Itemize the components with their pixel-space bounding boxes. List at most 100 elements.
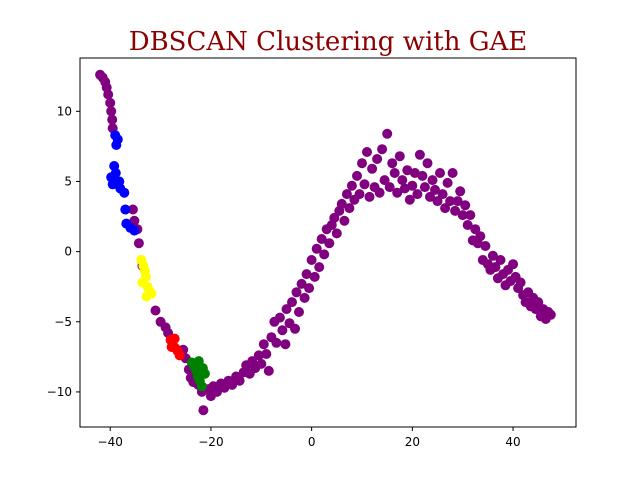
data-point-series-0-43 bbox=[258, 339, 269, 350]
data-point-series-0-50 bbox=[277, 325, 288, 336]
data-point-series-0-75 bbox=[339, 215, 350, 226]
data-point-series-0-72 bbox=[331, 228, 342, 239]
data-point-series-0-102 bbox=[407, 180, 418, 191]
data-point-series-0-62 bbox=[306, 255, 317, 265]
data-point-series-0-61 bbox=[304, 283, 315, 294]
data-point-series-0-14 bbox=[150, 305, 161, 316]
data-point-series-0-4 bbox=[103, 89, 114, 100]
data-point-series-0-44 bbox=[261, 349, 272, 359]
data-point-series-0-12 bbox=[133, 238, 144, 249]
data-point-series-1-2 bbox=[112, 134, 123, 145]
data-point-series-0-6 bbox=[106, 106, 117, 117]
data-point-series-0-66 bbox=[316, 234, 327, 244]
data-point-series-0-74 bbox=[336, 198, 347, 209]
data-point-series-0-55 bbox=[290, 323, 300, 334]
data-point-series-0-51 bbox=[280, 339, 291, 350]
data-point-series-0-69 bbox=[324, 238, 335, 249]
data-point-series-0-49 bbox=[274, 312, 285, 323]
data-point-series-0-64 bbox=[311, 243, 322, 254]
data-point-series-0-112 bbox=[432, 196, 443, 207]
y-tick-label: −5 bbox=[54, 315, 72, 329]
data-point-series-1-10 bbox=[120, 204, 131, 215]
data-point-series-0-45 bbox=[263, 365, 274, 376]
data-point-series-0-80 bbox=[352, 170, 362, 181]
data-point-series-0-137 bbox=[495, 255, 506, 265]
data-point-series-0-56 bbox=[291, 287, 302, 298]
plot-frame bbox=[79, 57, 577, 428]
data-point-series-0-67 bbox=[319, 249, 330, 260]
data-point-series-0-58 bbox=[296, 278, 307, 289]
data-point-series-0-95 bbox=[389, 168, 400, 178]
data-point-series-0-89 bbox=[374, 187, 385, 198]
data-point-series-0-115 bbox=[440, 203, 451, 214]
data-point-series-0-113 bbox=[435, 168, 445, 178]
data-point-series-0-121 bbox=[455, 186, 466, 197]
data-point-series-0-124 bbox=[462, 220, 473, 230]
data-point-series-0-157 bbox=[545, 309, 556, 320]
data-point-series-0-91 bbox=[379, 175, 390, 186]
data-point-series-0-57 bbox=[294, 307, 304, 317]
data-point-series-2-8 bbox=[146, 288, 157, 299]
data-point-series-0-116 bbox=[442, 177, 453, 188]
data-point-series-0-78 bbox=[346, 180, 357, 191]
data-point-series-0-54 bbox=[287, 297, 297, 308]
data-point-series-0-131 bbox=[480, 241, 491, 251]
x-axis: −40 −20 0 20 40 bbox=[98, 427, 521, 449]
data-point-series-0-117 bbox=[445, 196, 456, 207]
data-point-series-0-52 bbox=[281, 304, 292, 315]
x-tick-label: −20 bbox=[198, 435, 223, 449]
data-point-series-0-135 bbox=[490, 262, 501, 273]
y-tick-label: −10 bbox=[47, 385, 72, 399]
data-point-series-0-5 bbox=[105, 97, 116, 108]
data-point-series-0-110 bbox=[427, 175, 438, 186]
data-point-series-0-59 bbox=[299, 292, 310, 303]
chart-title: DBSCAN Clustering with GAE bbox=[129, 27, 528, 57]
data-point-series-0-100 bbox=[402, 165, 413, 176]
data-point-series-0-60 bbox=[301, 269, 312, 280]
x-tick-label: 40 bbox=[505, 435, 520, 449]
y-tick-label: 0 bbox=[64, 245, 72, 259]
data-point-series-0-88 bbox=[372, 154, 383, 164]
data-point-series-0-134 bbox=[487, 250, 498, 261]
data-point-series-0-86 bbox=[367, 163, 378, 174]
data-point-series-4-5 bbox=[196, 381, 207, 392]
data-point-series-0-103 bbox=[409, 168, 420, 178]
data-point-series-0-85 bbox=[364, 191, 375, 202]
data-point-series-0-76 bbox=[341, 189, 352, 200]
points-layer bbox=[95, 69, 556, 416]
data-point-series-0-106 bbox=[417, 170, 428, 181]
data-point-series-0-129 bbox=[475, 231, 486, 242]
data-point-series-0-71 bbox=[329, 212, 340, 223]
data-point-series-0-118 bbox=[447, 168, 458, 178]
data-point-series-0-122 bbox=[457, 210, 468, 221]
data-point-series-0-108 bbox=[422, 158, 433, 169]
data-point-series-3-6 bbox=[166, 342, 177, 352]
data-point-series-0-63 bbox=[309, 271, 320, 282]
y-tick-label: 5 bbox=[64, 174, 72, 188]
data-point-series-0-90 bbox=[377, 144, 388, 155]
data-point-series-0-9 bbox=[127, 204, 138, 215]
data-point-series-0-104 bbox=[412, 189, 423, 200]
data-point-series-0-25 bbox=[198, 405, 209, 416]
x-tick-label: 20 bbox=[405, 435, 420, 449]
data-point-series-3-5 bbox=[174, 350, 185, 361]
data-point-series-0-119 bbox=[450, 205, 461, 216]
data-point-series-3-2 bbox=[169, 333, 180, 344]
data-point-series-0-109 bbox=[425, 191, 435, 202]
data-point-series-0-99 bbox=[399, 183, 410, 194]
data-point-series-1-9 bbox=[119, 187, 130, 198]
data-point-series-0-42 bbox=[256, 358, 267, 369]
data-point-series-0-94 bbox=[387, 158, 398, 169]
data-point-series-0-107 bbox=[419, 182, 430, 193]
data-point-series-0-7 bbox=[107, 114, 118, 125]
data-point-series-0-101 bbox=[404, 194, 415, 205]
data-point-series-0-96 bbox=[392, 187, 403, 198]
data-point-series-0-33 bbox=[227, 379, 238, 390]
data-point-series-0-48 bbox=[271, 337, 282, 348]
data-point-series-0-145 bbox=[515, 277, 526, 288]
data-point-series-0-152 bbox=[533, 297, 544, 308]
data-point-series-0-82 bbox=[357, 158, 367, 169]
data-point-series-0-65 bbox=[314, 262, 325, 273]
x-tick-label: −40 bbox=[98, 435, 123, 449]
